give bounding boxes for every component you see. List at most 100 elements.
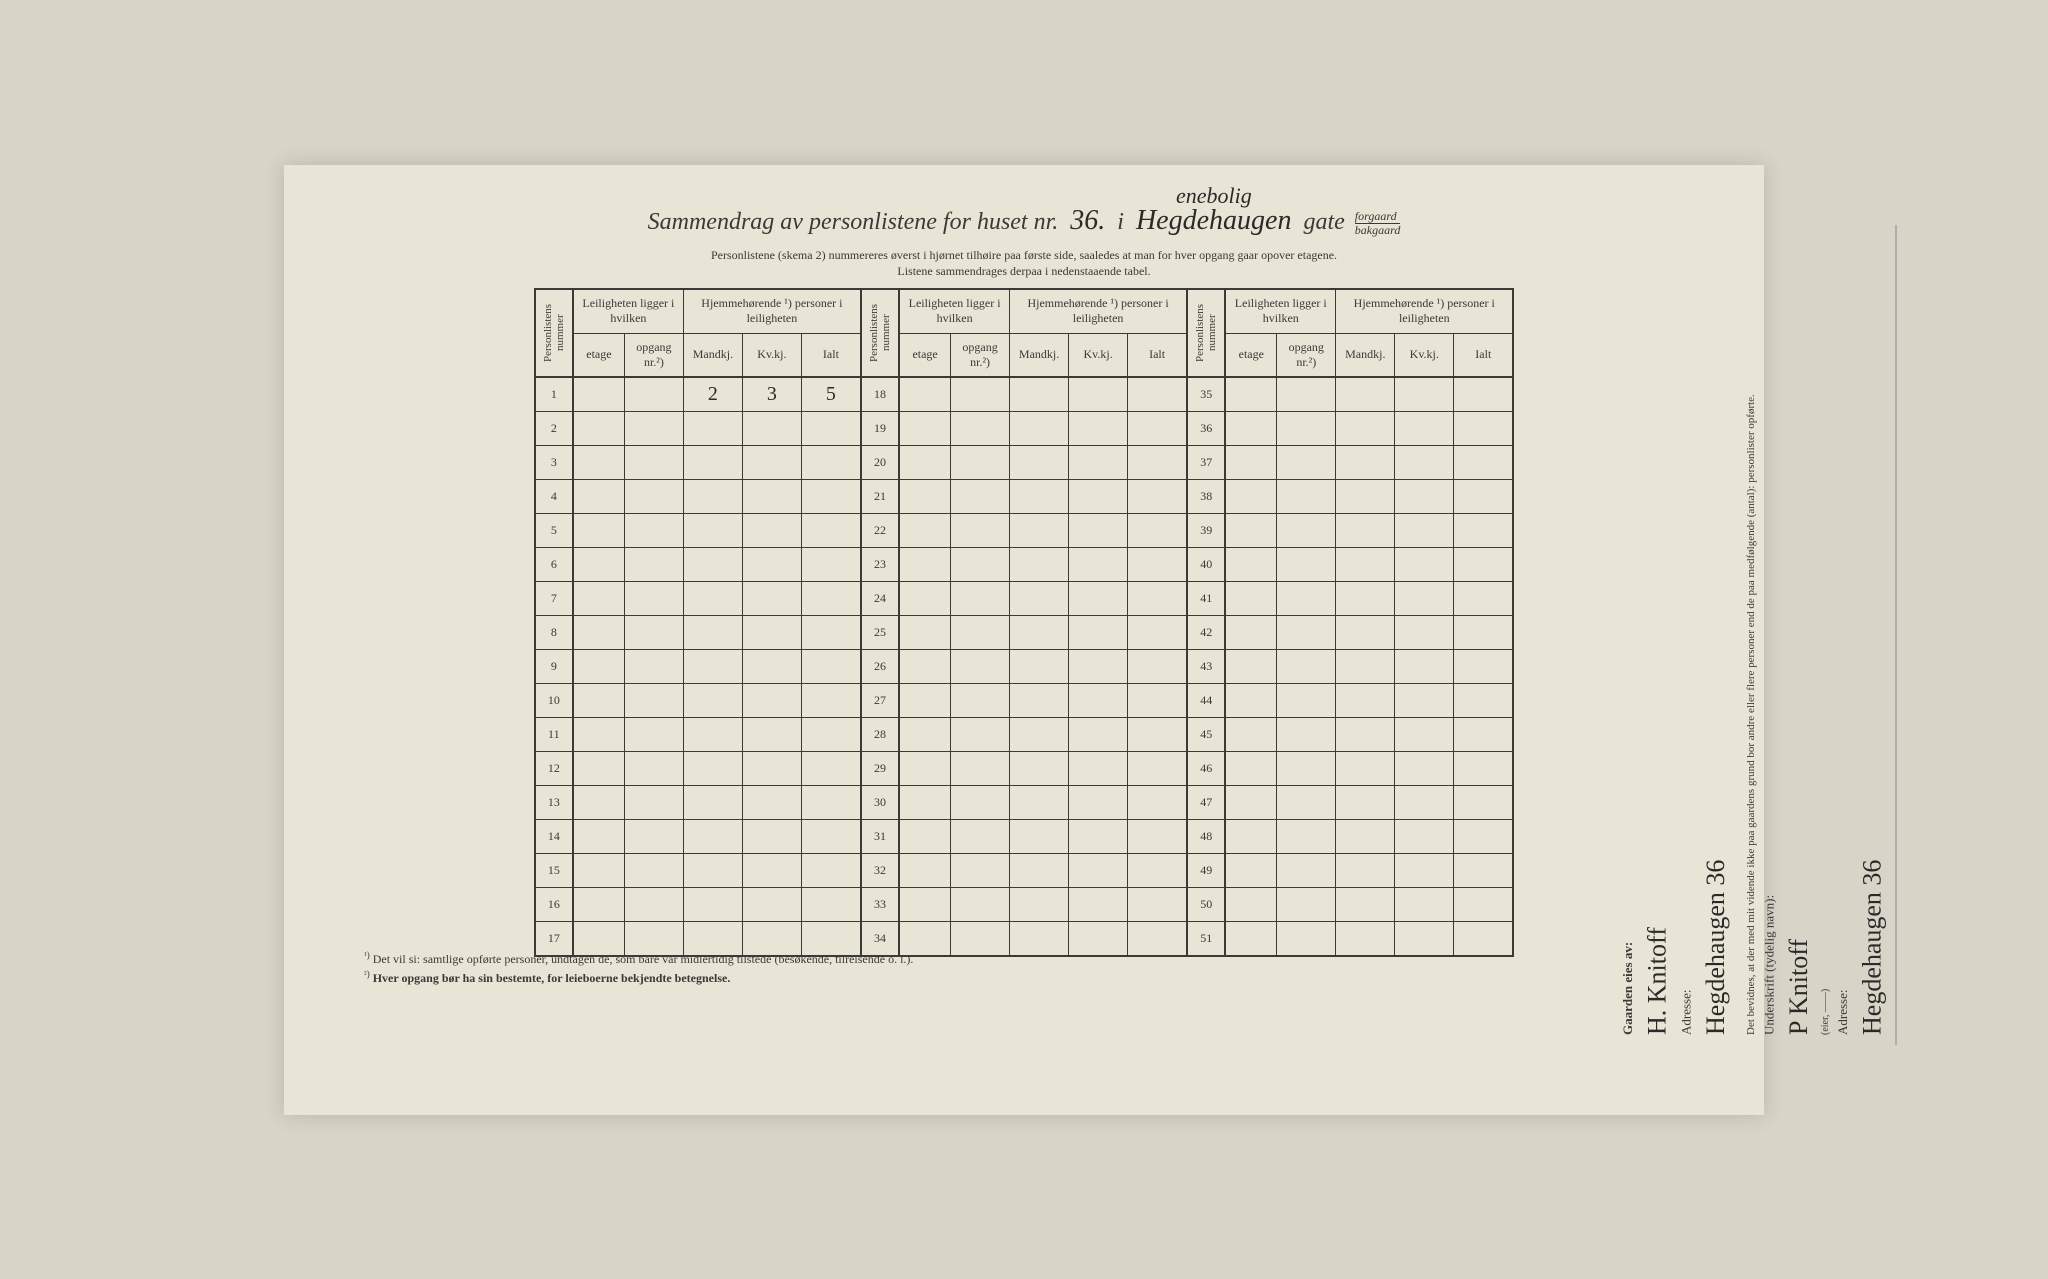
cell [899, 649, 951, 683]
cell [683, 853, 742, 887]
cell [624, 785, 683, 819]
col-kvkj-1: Kv.kj. [742, 333, 801, 377]
cell [1336, 887, 1395, 921]
cell [1454, 514, 1514, 548]
cell [573, 717, 625, 751]
cell [1395, 921, 1454, 956]
cell [1069, 649, 1128, 683]
cell [1454, 819, 1514, 853]
cell [951, 514, 1010, 548]
row-number: 51 [1187, 921, 1225, 956]
cell [1225, 616, 1277, 650]
cell [573, 751, 625, 785]
adresse-hw-2: Hegdehaugen 36 [1853, 235, 1892, 1035]
cell [801, 649, 861, 683]
row-number: 47 [1187, 785, 1225, 819]
cell [1128, 683, 1188, 717]
cell [1277, 377, 1336, 412]
row-number: 25 [861, 616, 899, 650]
cell [1336, 853, 1395, 887]
cell [1277, 751, 1336, 785]
cell [1225, 412, 1277, 446]
row-number: 15 [535, 853, 573, 887]
row-number: 8 [535, 616, 573, 650]
fn1-sup: ¹) [364, 950, 370, 960]
col-personlistens-3: Personlistens nummer [1192, 292, 1220, 374]
cell [573, 582, 625, 616]
cell [1225, 548, 1277, 582]
cell [1010, 887, 1069, 921]
table-row: 32037 [535, 446, 1514, 480]
form-title: Sammendrag av personlistene for huset nr… [344, 205, 1704, 237]
cell [1336, 819, 1395, 853]
cell [951, 683, 1010, 717]
cell [1069, 717, 1128, 751]
cell [624, 649, 683, 683]
cell [624, 582, 683, 616]
row-number: 49 [1187, 853, 1225, 887]
cell [801, 446, 861, 480]
eier-text: (eier, ——) [1818, 235, 1833, 1035]
cell [624, 480, 683, 514]
cell [1336, 446, 1395, 480]
cell [1225, 717, 1277, 751]
row-number: 7 [535, 582, 573, 616]
cell [1277, 582, 1336, 616]
cell [1454, 616, 1514, 650]
cell [1128, 921, 1188, 956]
cell [573, 412, 625, 446]
cell [951, 480, 1010, 514]
cell [1128, 649, 1188, 683]
col-leiligheten-2: Leiligheten ligger i hvilken [899, 289, 1010, 333]
cell [899, 819, 951, 853]
cell [1454, 683, 1514, 717]
cell [899, 616, 951, 650]
word-gate: gate [1303, 209, 1344, 235]
table-row: 112845 [535, 717, 1514, 751]
col-opgang-1: opgang nr.²) [624, 333, 683, 377]
cell [801, 480, 861, 514]
cell [951, 649, 1010, 683]
row-number: 40 [1187, 548, 1225, 582]
row-number: 12 [535, 751, 573, 785]
cell [1395, 514, 1454, 548]
cell [899, 480, 951, 514]
gaarden-label: Gaarden eies av: [1618, 235, 1638, 1035]
cell [624, 412, 683, 446]
cell [573, 377, 625, 412]
cell [1395, 548, 1454, 582]
cell [951, 548, 1010, 582]
cell [1454, 446, 1514, 480]
cell [573, 446, 625, 480]
cell [1277, 819, 1336, 853]
cell [951, 412, 1010, 446]
cell [683, 819, 742, 853]
fn1-text: Det vil si: samtlige opførte personer, u… [373, 952, 914, 966]
cell [1010, 582, 1069, 616]
cell [1336, 548, 1395, 582]
cell [1069, 853, 1128, 887]
cell [1336, 582, 1395, 616]
cell [1010, 785, 1069, 819]
cell [1128, 819, 1188, 853]
col-personlistens-2: Personlistens nummer [866, 292, 894, 374]
row-number: 41 [1187, 582, 1225, 616]
cell [742, 446, 801, 480]
cell [742, 480, 801, 514]
cell [1395, 480, 1454, 514]
row-number: 4 [535, 480, 573, 514]
cell [1277, 480, 1336, 514]
cell [624, 887, 683, 921]
row-number: 23 [861, 548, 899, 582]
cell [624, 751, 683, 785]
cell [899, 717, 951, 751]
underskrift-label: Underskrift (tydelig navn): [1760, 235, 1780, 1035]
cell: 5 [801, 377, 861, 412]
cell [1225, 649, 1277, 683]
cell [1395, 819, 1454, 853]
cell [1336, 717, 1395, 751]
table-row: 163350 [535, 887, 1514, 921]
cell [1069, 751, 1128, 785]
table-row: 92643 [535, 649, 1514, 683]
row-number: 32 [861, 853, 899, 887]
